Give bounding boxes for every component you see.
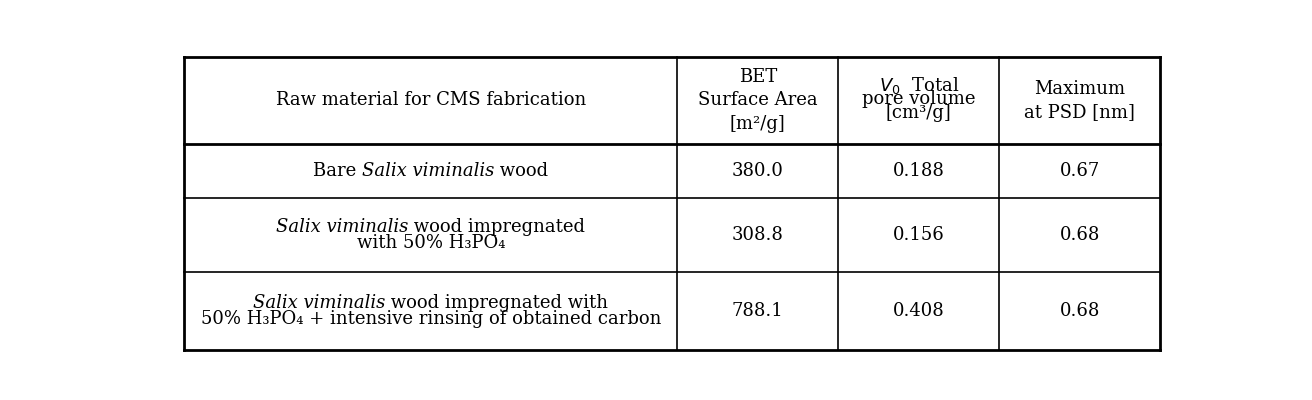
- Text: 308.8: 308.8: [732, 226, 783, 244]
- Text: Salix viminalis: Salix viminalis: [276, 218, 408, 236]
- Text: wood impregnated: wood impregnated: [408, 218, 585, 236]
- Text: Maximum
at PSD [nm]: Maximum at PSD [nm]: [1025, 80, 1135, 121]
- Text: Salix viminalis: Salix viminalis: [362, 162, 495, 180]
- Text: BET
Surface Area
[m²/g]: BET Surface Area [m²/g]: [698, 68, 817, 133]
- Text: pore volume: pore volume: [862, 90, 976, 108]
- Text: [cm³/g]: [cm³/g]: [886, 104, 951, 122]
- Text: 788.1: 788.1: [732, 302, 783, 320]
- Text: 50% H₃PO₄ + intensive rinsing of obtained carbon: 50% H₃PO₄ + intensive rinsing of obtaine…: [201, 310, 661, 328]
- Text: Bare: Bare: [314, 162, 362, 180]
- Text: with 50% H₃PO₄: with 50% H₃PO₄: [357, 234, 505, 252]
- Text: $\mathit{V}_0$  Total: $\mathit{V}_0$ Total: [879, 75, 959, 96]
- Text: 0.156: 0.156: [893, 226, 945, 244]
- Text: 0.68: 0.68: [1060, 226, 1101, 244]
- Text: wood: wood: [495, 162, 548, 180]
- Text: 0.408: 0.408: [893, 302, 945, 320]
- Text: Salix viminalis: Salix viminalis: [253, 294, 386, 312]
- Text: wood impregnated with: wood impregnated with: [386, 294, 609, 312]
- Text: 380.0: 380.0: [732, 162, 783, 180]
- Text: 0.188: 0.188: [893, 162, 945, 180]
- Text: Raw material for CMS fabrication: Raw material for CMS fabrication: [276, 91, 586, 109]
- Text: 0.68: 0.68: [1060, 302, 1101, 320]
- Text: 0.67: 0.67: [1060, 162, 1099, 180]
